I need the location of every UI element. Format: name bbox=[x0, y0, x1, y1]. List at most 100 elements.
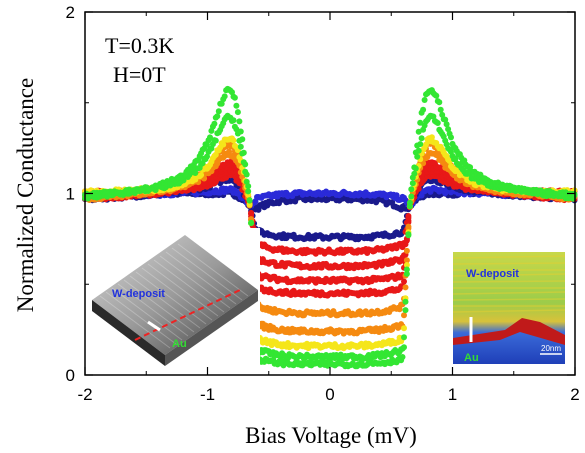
topography-texture bbox=[117, 283, 189, 337]
data-point bbox=[236, 118, 243, 125]
inset-right-label-au: Au bbox=[464, 352, 479, 364]
y-axis-title: Normalized Conductance bbox=[13, 78, 38, 312]
data-point bbox=[230, 117, 237, 124]
data-point bbox=[204, 153, 210, 160]
topography-texture bbox=[123, 279, 195, 333]
data-point bbox=[211, 120, 218, 127]
data-point bbox=[403, 270, 410, 277]
topography-texture bbox=[129, 275, 201, 329]
topography-texture bbox=[111, 287, 183, 341]
data-point bbox=[403, 266, 410, 273]
data-point bbox=[403, 247, 410, 254]
data-point bbox=[408, 193, 415, 200]
inset-right-label-w: W-deposit bbox=[466, 268, 519, 280]
data-point bbox=[428, 134, 435, 141]
y-tick-label: 1 bbox=[66, 185, 75, 204]
data-point bbox=[240, 149, 247, 156]
topography-texture bbox=[135, 271, 207, 325]
data-point bbox=[237, 143, 244, 150]
data-point bbox=[248, 219, 255, 226]
data-point bbox=[406, 199, 413, 206]
axes: -2 -1 0 1 2 0 1 2 bbox=[66, 3, 580, 404]
data-point bbox=[403, 262, 410, 268]
data-point bbox=[399, 354, 406, 360]
inset-left-label-au: Au bbox=[172, 338, 187, 350]
data-point bbox=[207, 134, 213, 141]
data-point bbox=[239, 136, 246, 143]
data-point bbox=[405, 232, 412, 239]
data-point bbox=[423, 141, 429, 148]
data-point bbox=[396, 306, 403, 313]
data-point bbox=[221, 93, 228, 100]
data-point bbox=[242, 161, 249, 168]
data-point bbox=[234, 109, 241, 116]
data-point bbox=[255, 206, 262, 213]
data-point bbox=[246, 197, 253, 204]
data-point bbox=[437, 106, 444, 113]
data-point bbox=[401, 325, 407, 332]
data-point bbox=[403, 257, 410, 264]
data-point bbox=[237, 128, 244, 135]
data-point bbox=[443, 121, 450, 128]
topography-texture bbox=[165, 251, 237, 305]
topography-texture bbox=[147, 263, 219, 317]
data-point bbox=[402, 307, 409, 314]
data-point bbox=[448, 134, 454, 141]
data-point bbox=[417, 119, 424, 126]
x-axis-title: Bias Voltage (mV) bbox=[245, 423, 417, 448]
data-point bbox=[245, 183, 252, 190]
data-point bbox=[402, 284, 409, 291]
data-point bbox=[414, 142, 421, 149]
x-tick-label: 0 bbox=[325, 385, 334, 404]
data-point bbox=[405, 219, 412, 226]
data-point bbox=[421, 97, 428, 103]
map-texture bbox=[452, 298, 566, 301]
data-point bbox=[230, 137, 237, 144]
data-point bbox=[401, 344, 407, 351]
data-point bbox=[420, 106, 427, 113]
y-tick-label: 2 bbox=[66, 3, 75, 22]
map-texture bbox=[452, 280, 566, 283]
data-point bbox=[231, 94, 238, 101]
data-point bbox=[192, 170, 199, 176]
data-point bbox=[442, 116, 449, 123]
data-point bbox=[409, 174, 416, 181]
topography-texture bbox=[171, 247, 243, 301]
map-texture bbox=[452, 291, 566, 295]
scale-marker bbox=[147, 320, 161, 332]
data-point bbox=[402, 298, 409, 305]
x-tick-label: 2 bbox=[570, 385, 579, 404]
topography-texture bbox=[141, 267, 213, 321]
data-point bbox=[433, 92, 440, 99]
inset-3d-topography: W-deposit Au bbox=[89, 228, 260, 368]
topography-texture bbox=[99, 295, 171, 349]
data-point bbox=[215, 108, 222, 115]
series-11 bbox=[82, 85, 578, 370]
topography-side bbox=[165, 290, 258, 366]
map-texture bbox=[452, 255, 566, 259]
inset-right-scale-label: 20nm bbox=[541, 344, 561, 353]
data-point bbox=[248, 210, 255, 217]
data-point bbox=[401, 334, 407, 341]
data-point bbox=[412, 149, 419, 156]
data-point bbox=[411, 164, 418, 171]
inset-left-label-w: W-deposit bbox=[112, 288, 165, 300]
topography-texture bbox=[177, 243, 249, 297]
plot-area bbox=[82, 85, 578, 370]
data-point bbox=[403, 237, 410, 244]
map-texture bbox=[452, 309, 566, 313]
data-point bbox=[233, 102, 240, 109]
inset-2d-topography: W-deposit Au 20nm bbox=[452, 252, 566, 364]
data-point bbox=[198, 172, 205, 178]
y-tick-label: 0 bbox=[66, 366, 75, 385]
data-point bbox=[436, 99, 443, 106]
topography-side bbox=[92, 300, 165, 366]
data-point bbox=[220, 141, 227, 148]
data-point bbox=[434, 120, 441, 126]
data-point bbox=[245, 188, 252, 195]
data-point bbox=[214, 113, 221, 120]
data-point bbox=[415, 128, 422, 135]
data-point bbox=[212, 137, 219, 144]
topography-surface bbox=[92, 235, 258, 355]
